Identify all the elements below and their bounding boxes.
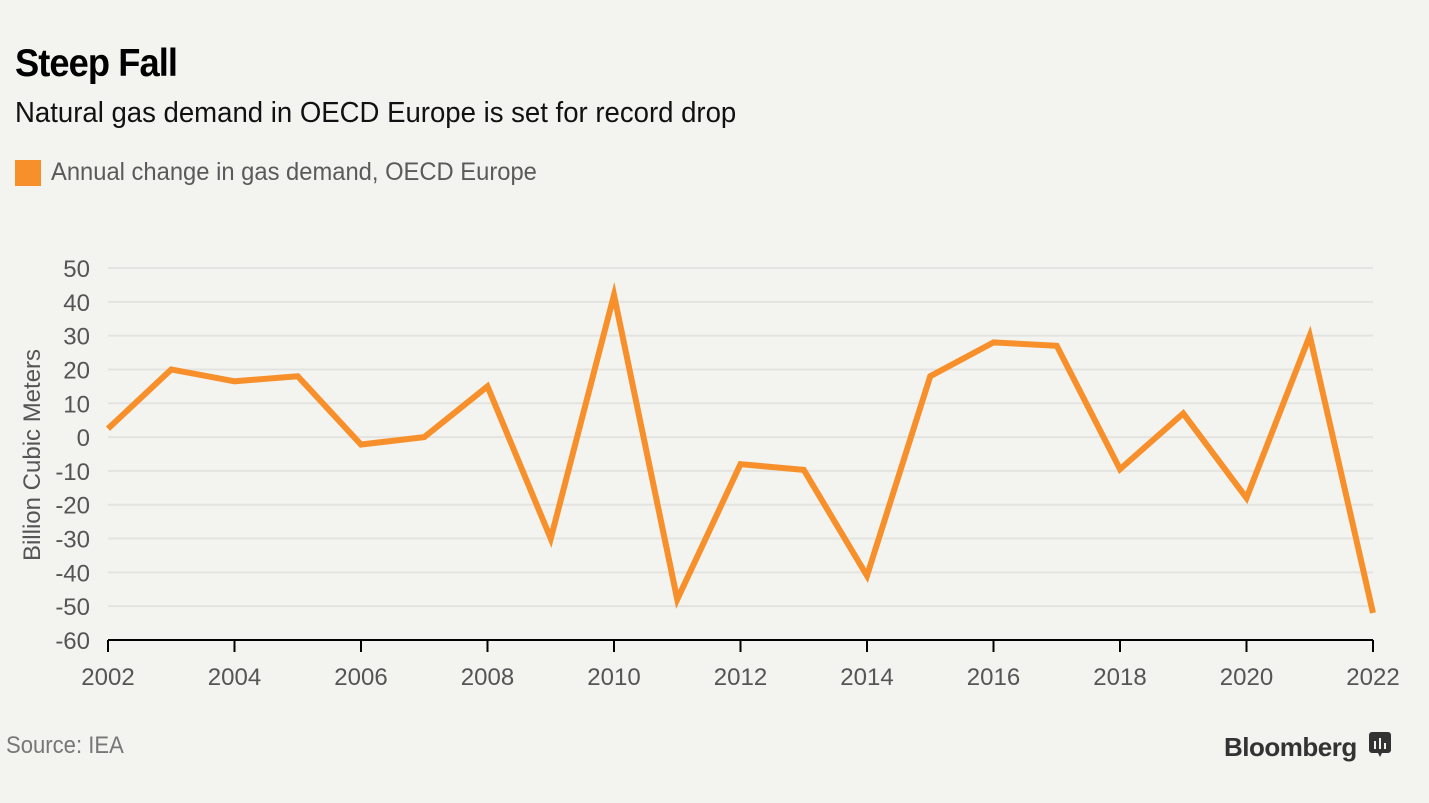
x-tick-label: 2022 <box>1346 664 1399 691</box>
y-axis-ticks: 50 40 30 20 10 0 -10 -20 -30 -40 -50 -60 <box>55 256 90 655</box>
gridlines <box>108 267 1373 608</box>
x-tick-label: 2018 <box>1093 664 1146 691</box>
x-tick-label: 2006 <box>334 664 387 691</box>
x-tick-label: 2016 <box>967 664 1020 691</box>
y-tick-label: 0 <box>77 425 90 452</box>
x-tick-label: 2008 <box>461 664 514 691</box>
x-tick-label: 2002 <box>81 664 134 691</box>
chart-title: Steep Fall <box>15 42 178 85</box>
chart-subtitle: Natural gas demand in OECD Europe is set… <box>15 97 737 129</box>
legend-label: Annual change in gas demand, OECD Europe <box>51 158 537 186</box>
bloomberg-chart-icon <box>1368 732 1391 763</box>
y-tick-label: -10 <box>55 459 90 486</box>
y-tick-label: 20 <box>63 357 90 384</box>
series-line-group <box>105 281 1376 614</box>
y-tick-label: -50 <box>55 594 90 621</box>
source-note: Source: IEA <box>6 732 124 759</box>
y-tick-label: -60 <box>55 628 90 655</box>
x-axis: 2002 2004 2006 2008 2010 2012 2014 2016 2018 2020… <box>81 639 1400 691</box>
legend: Annual change in gas demand, OECD Europe <box>15 158 562 187</box>
brand-name: Bloomberg <box>1224 732 1357 762</box>
y-tick-label: 40 <box>63 290 90 317</box>
x-tick-label: 2012 <box>714 664 767 691</box>
x-tick-label: 2014 <box>840 664 893 691</box>
x-tick-label: 2010 <box>587 664 640 691</box>
x-tick-label: 2004 <box>208 664 261 691</box>
y-tick-label: -40 <box>55 560 90 587</box>
y-tick-label: -20 <box>55 493 90 520</box>
y-tick-label: 10 <box>63 391 90 418</box>
y-tick-label: 50 <box>63 256 90 283</box>
y-axis-title: Billion Cubic Meters <box>19 349 46 561</box>
y-tick-label: -30 <box>55 527 90 554</box>
x-tick-label: 2020 <box>1220 664 1273 691</box>
series-line <box>105 281 1376 614</box>
brand-logo: Bloomberg <box>1224 732 1391 763</box>
legend-swatch <box>15 159 41 186</box>
y-tick-label: 30 <box>63 324 90 351</box>
